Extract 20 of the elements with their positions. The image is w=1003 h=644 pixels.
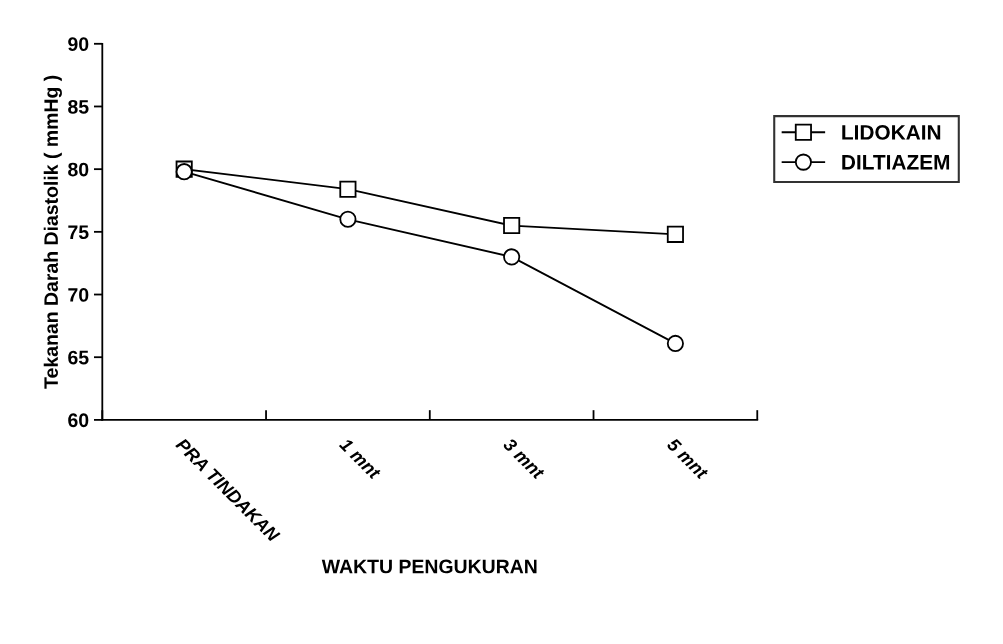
point <box>666 334 684 352</box>
point <box>666 225 684 243</box>
point <box>339 180 357 198</box>
x-tick-label: 3 mnt <box>502 436 546 481</box>
x-tick-label: 1 mnt <box>338 437 382 481</box>
y-tick-label: 60 <box>68 413 89 428</box>
x-tick-label: 5 mnt <box>666 437 710 481</box>
y-tick-label: 75 <box>68 225 89 240</box>
y-tick-label: 80 <box>68 162 89 177</box>
point <box>339 210 357 228</box>
legend-label: LIDOKAIN <box>842 125 941 140</box>
legend-label: DILTIAZEM <box>842 155 950 170</box>
x-axis-title: WAKTU PENGUKURAN <box>321 559 537 574</box>
y-tick-label: 90 <box>68 37 89 52</box>
y-axis-title: Tekanan Darah Diastolik ( mmHg ) <box>43 75 62 389</box>
point <box>503 217 521 235</box>
y-tick-label: 85 <box>68 99 89 114</box>
point <box>503 248 521 266</box>
y-tick-label: 70 <box>68 287 89 302</box>
y-tick-label: 65 <box>68 350 89 365</box>
